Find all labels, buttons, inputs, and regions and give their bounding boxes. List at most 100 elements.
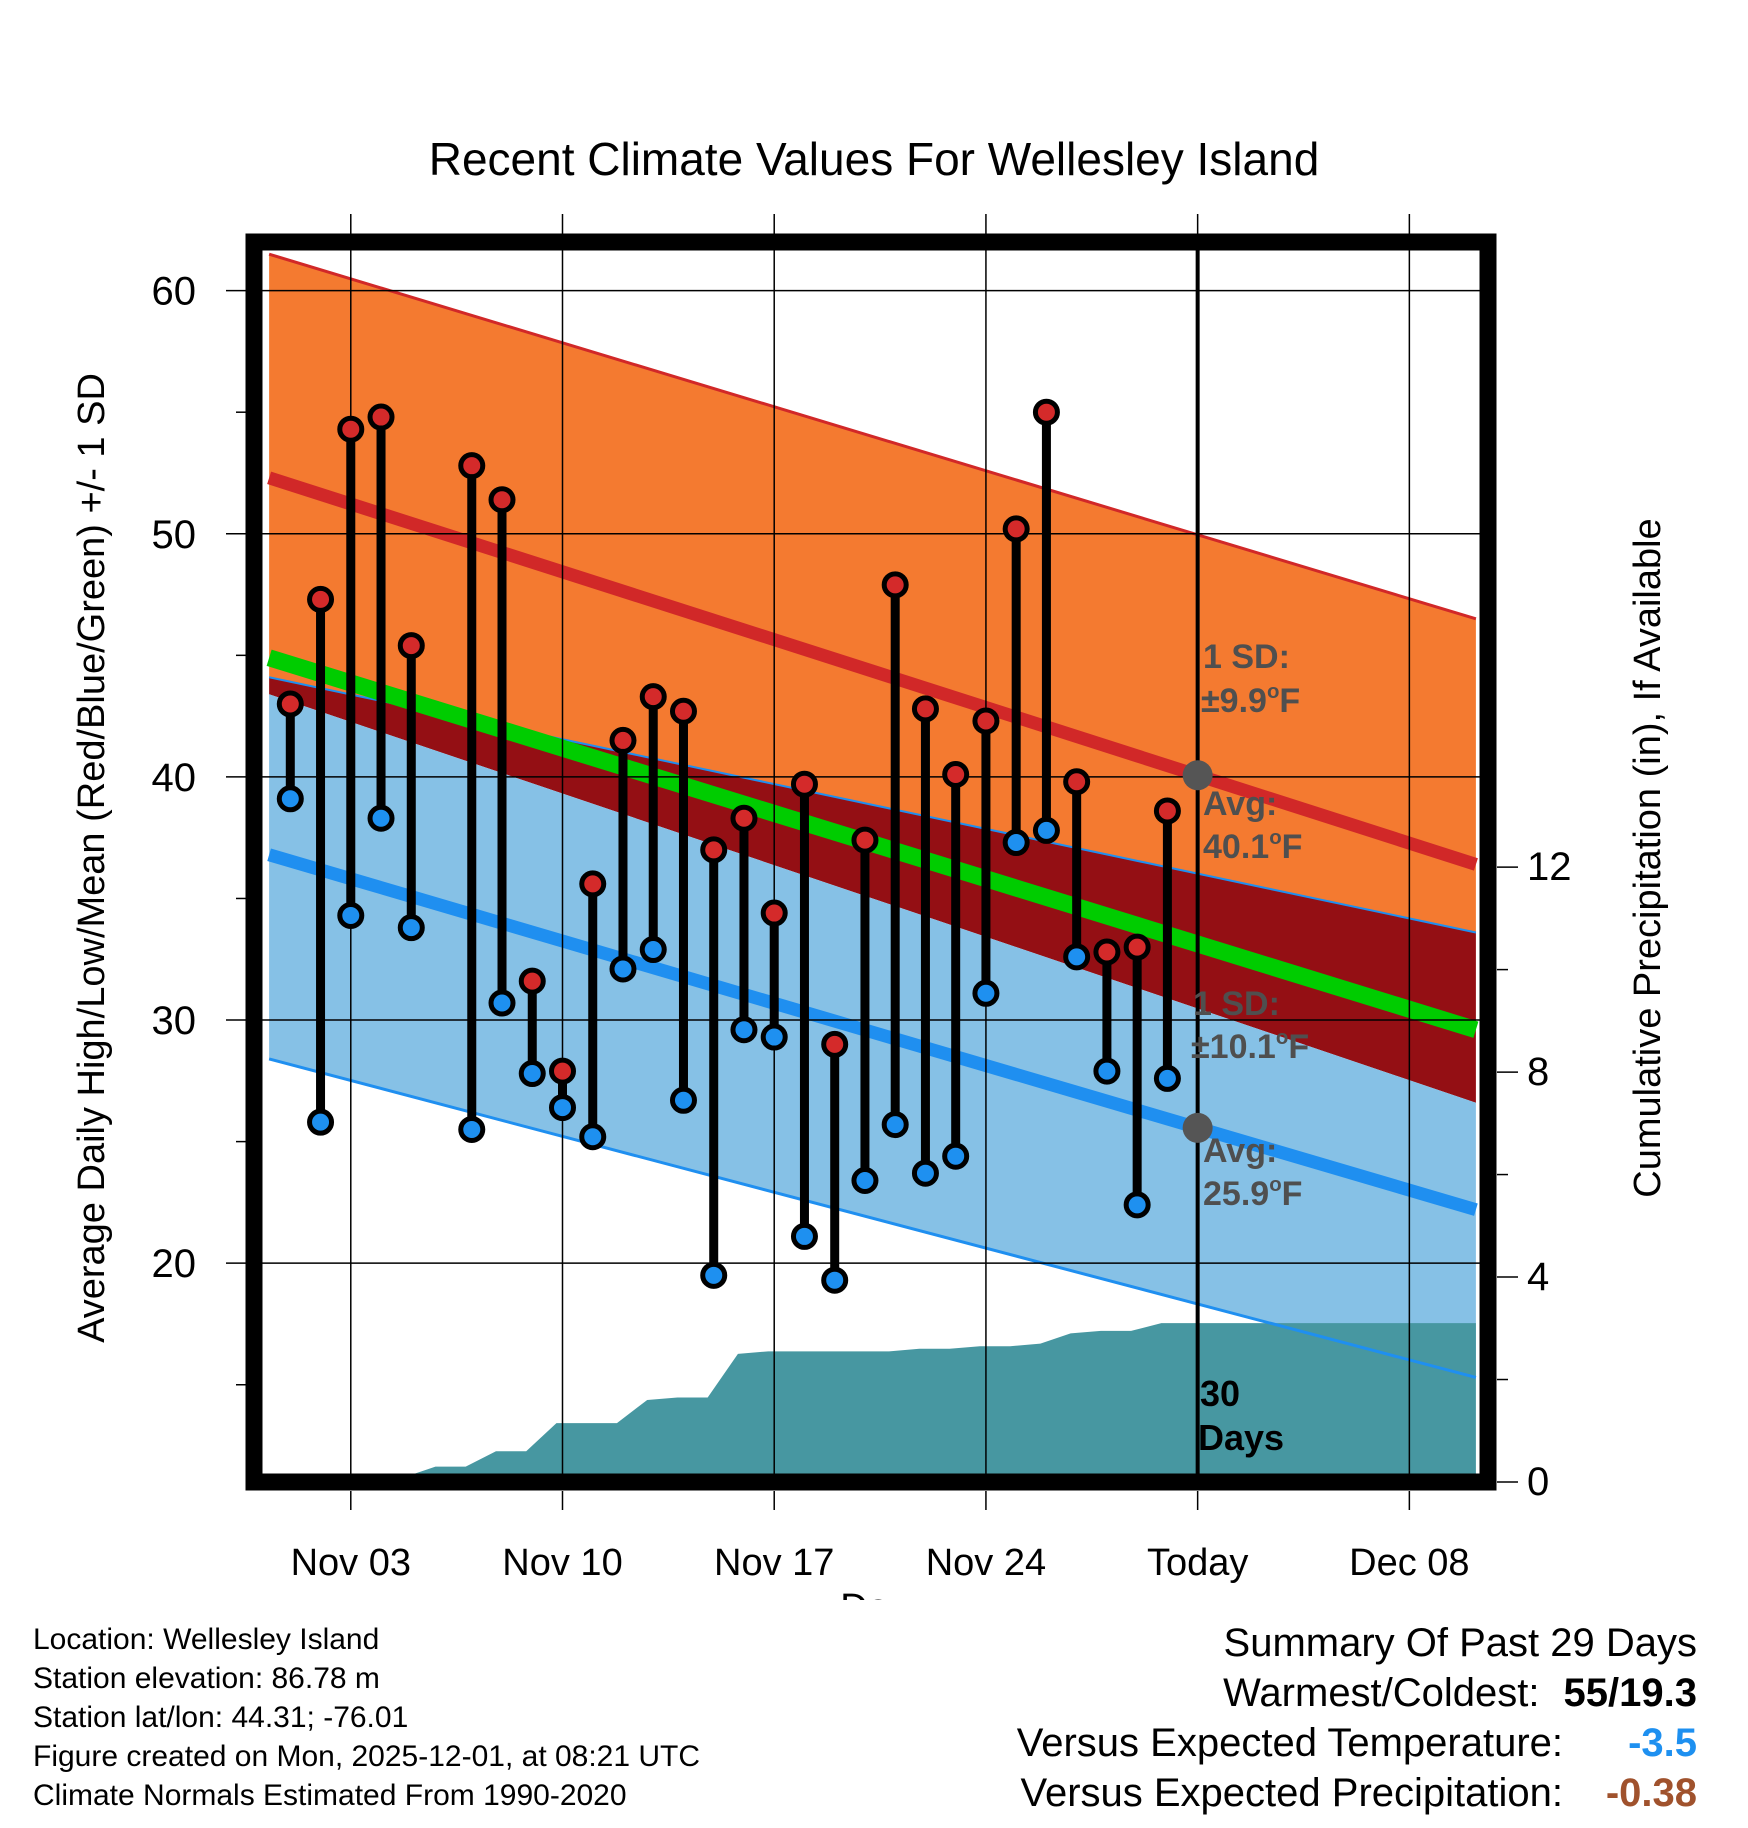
daily-high-marker (609, 726, 637, 754)
daily-low-marker (518, 1060, 546, 1088)
daily-high-marker (730, 804, 758, 832)
daily-high-marker (760, 899, 788, 927)
daily-low-marker (1093, 1057, 1121, 1085)
overlap-band (269, 677, 1476, 1103)
summary-title: Summary Of Past 29 Days (1223, 1621, 1697, 1665)
days-count: 30 (1200, 1373, 1240, 1414)
temp-label: Versus Expected Temperature: (1016, 1721, 1563, 1765)
precip-value: -0.38 (1605, 1771, 1697, 1815)
daily-high-marker (337, 415, 365, 443)
y-tick-label-left: 40 (152, 756, 197, 800)
daily-high-marker (1002, 515, 1030, 543)
x-tick-label: Nov 03 (291, 1542, 411, 1584)
low-sd-label: 1 SD: (1193, 985, 1280, 1023)
high-avg-label: Avg: (1203, 785, 1277, 823)
location-text: Location: Wellesley Island (33, 1623, 380, 1656)
daily-low-marker (639, 936, 667, 964)
precipitation-area (269, 1323, 1476, 1482)
daily-low-marker (942, 1142, 970, 1170)
daily-low-marker (972, 979, 1000, 1007)
x-tick-label: Nov 24 (926, 1542, 1046, 1584)
summary-temp-row: Versus Expected Temperature: -3.5 (797, 1718, 1697, 1768)
daily-low-marker (911, 1159, 939, 1187)
daily-low-marker (337, 901, 365, 929)
daily-high-marker (972, 707, 1000, 735)
daily-high-marker (1153, 797, 1181, 825)
daily-low-marker (669, 1086, 697, 1114)
daily-high-marker (1093, 938, 1121, 966)
daily-low-marker (579, 1123, 607, 1151)
low-sd-value: ±10.1oF (1191, 1027, 1309, 1066)
daily-high-marker (942, 760, 970, 788)
daily-low-marker (609, 955, 637, 983)
daily-low-marker (821, 1266, 849, 1294)
plot-area: 1 SD: ±9.9oF Avg: 40.1oF 1 SD: ±10.1oF Avg: 25.… (152, 214, 1572, 1584)
daily-high-marker (821, 1030, 849, 1058)
y-tick-label-right: 8 (1527, 1050, 1549, 1094)
daily-high-marker (1123, 933, 1151, 961)
daily-low-marker (760, 1023, 788, 1051)
elevation-text: Station elevation: 86.78 m (33, 1662, 380, 1695)
y-tick-label-left: 20 (152, 1242, 197, 1286)
latlon-text: Station lat/lon: 44.31; -76.01 (33, 1701, 409, 1734)
daily-high-marker (911, 695, 939, 723)
daily-high-marker (851, 826, 879, 854)
daily-high-marker (579, 870, 607, 898)
y-tick-label-right: 12 (1527, 845, 1572, 889)
x-tick-label: Dec 08 (1349, 1542, 1469, 1584)
daily-high-marker (1063, 768, 1091, 796)
climate-chart: Recent Climate Values For Wellesley Isla… (71, 133, 1669, 1600)
daily-high-marker (397, 632, 425, 660)
created-text: Figure created on Mon, 2025-12-01, at 08… (33, 1740, 701, 1773)
precip-label: Versus Expected Precipitation: (1020, 1771, 1563, 1815)
daily-low-marker (1123, 1191, 1151, 1219)
daily-high-marker (276, 690, 304, 718)
warm-cold-value: 55/19.3 (1563, 1671, 1697, 1715)
days-word: Days (1198, 1417, 1284, 1458)
y-tick-label-right: 4 (1527, 1255, 1549, 1299)
x-tick-label: Nov 10 (502, 1542, 622, 1584)
temp-value: -3.5 (1628, 1721, 1697, 1765)
x-tick-label: Today (1147, 1542, 1248, 1584)
daily-low-marker (276, 785, 304, 813)
daily-low-marker (458, 1115, 486, 1143)
y-axis-label-right: Cumulative Precipitation (in), If Availa… (1627, 518, 1669, 1197)
daily-high-marker (307, 585, 335, 613)
daily-high-marker (488, 486, 516, 514)
plot-frame (245, 233, 1497, 1491)
daily-high-marker (669, 697, 697, 725)
summary-warm-cold-row: Warmest/Coldest: 55/19.3 (797, 1668, 1697, 1718)
y-tick-label-left: 60 (152, 270, 197, 314)
daily-low-marker (307, 1108, 335, 1136)
y-axis-label-left: Average Daily High/Low/Mean (Red/Blue/Gr… (71, 373, 113, 1343)
low-avg-value: 25.9oF (1203, 1174, 1302, 1213)
today-low-avg-marker (1182, 1112, 1213, 1143)
daily-low-marker (397, 914, 425, 942)
low-avg-label: Avg: (1203, 1132, 1277, 1170)
warm-cold-label: Warmest/Coldest: (1223, 1671, 1540, 1715)
daily-high-marker (549, 1057, 576, 1085)
daily-low-marker (851, 1167, 879, 1195)
daily-high-marker (881, 571, 909, 599)
daily-low-marker (700, 1261, 728, 1289)
x-tick-label: Nov 17 (714, 1542, 834, 1584)
y-tick-label-right: 0 (1527, 1460, 1549, 1504)
daily-low-marker (367, 804, 395, 832)
daily-high-marker (639, 683, 667, 711)
daily-high-marker (1032, 398, 1060, 426)
station-info: Location: Wellesley Island Station eleva… (33, 1620, 700, 1815)
y-tick-label-left: 30 (152, 999, 197, 1043)
daily-high-marker (367, 403, 395, 431)
high-plus-sd-line (268, 252, 1477, 621)
normals-text: Climate Normals Estimated From 1990-2020 (33, 1779, 627, 1812)
daily-low-marker (730, 1016, 758, 1044)
high-sd-value: ±9.9oF (1201, 681, 1300, 720)
high-sd-label: 1 SD: (1203, 638, 1290, 676)
summary-panel: Summary Of Past 29 Days Warmest/Coldest:… (797, 1618, 1697, 1818)
daily-low-marker (881, 1111, 909, 1139)
daily-high-marker (790, 770, 818, 798)
daily-high-marker (700, 836, 728, 864)
today-high-avg-marker (1182, 760, 1213, 791)
chart-title: Recent Climate Values For Wellesley Isla… (429, 133, 1320, 185)
daily-low-marker (1002, 829, 1030, 857)
